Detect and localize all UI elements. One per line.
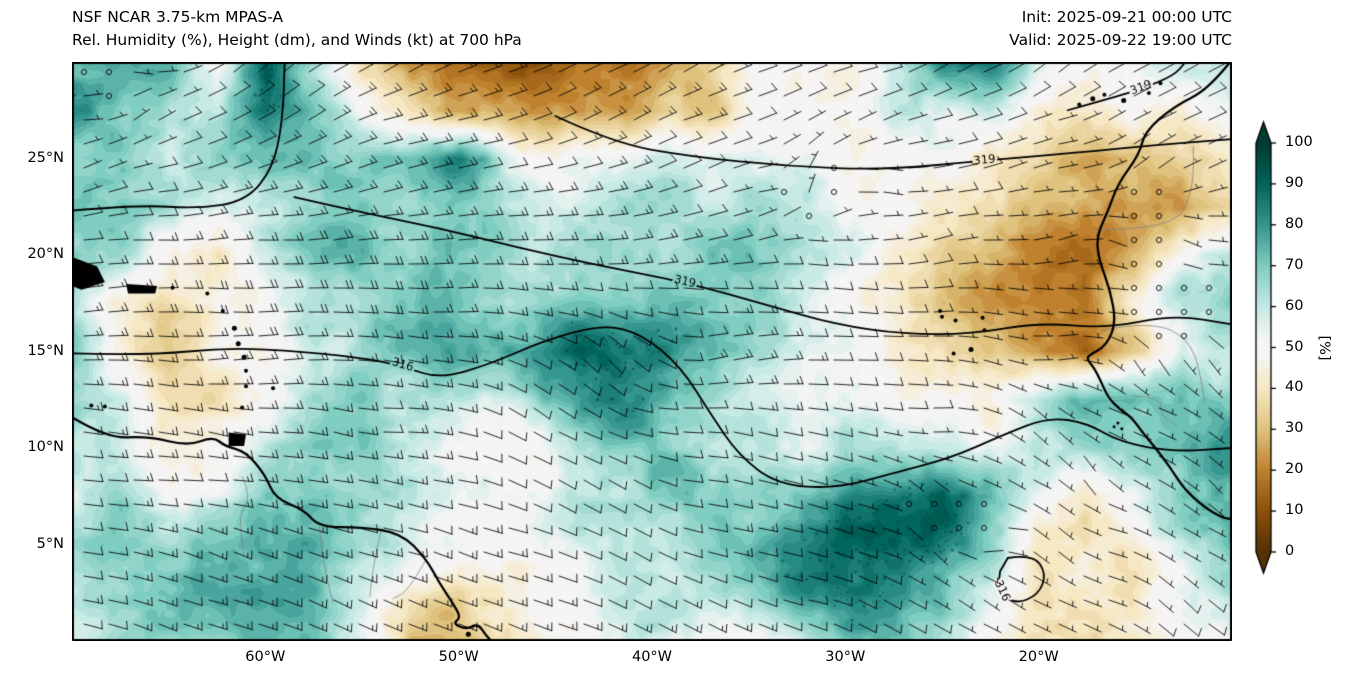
x-tick-label: 40°W	[631, 649, 673, 665]
colorbar-unit-label: [%]	[1316, 335, 1332, 361]
y-tick-label: 5°N	[36, 535, 64, 552]
colorbar-tick-label: 50	[1285, 338, 1304, 355]
map-area	[72, 62, 1232, 641]
y-tick-label: 10°N	[27, 439, 64, 455]
model-title: NSF NCAR 3.75-km MPAS-A	[72, 8, 284, 26]
colorbar-tick-label: 70	[1285, 256, 1304, 273]
colorbar-tick-label: 0	[1285, 543, 1295, 559]
colorbar-tick-label: 80	[1285, 215, 1304, 232]
init-time: Init: 2025-09-21 00:00 UTC	[1021, 8, 1232, 26]
colorbar-tick-label: 10	[1285, 502, 1304, 519]
colorbar-canvas	[1248, 115, 1288, 585]
colorbar-tick-label: 30	[1285, 420, 1304, 437]
y-tick-label: 15°N	[27, 342, 64, 359]
colorbar-tick-label: 100	[1285, 134, 1313, 150]
x-tick-label: 50°W	[438, 649, 479, 665]
field-subtitle: Rel. Humidity (%), Height (dm), and Wind…	[72, 31, 522, 49]
y-tick-label: 25°N	[27, 149, 64, 166]
x-tick-label: 30°W	[825, 649, 866, 665]
x-tick-label: 60°W	[245, 649, 286, 665]
x-tick-label: 20°W	[1018, 649, 1059, 665]
colorbar-tick-label: 40	[1285, 379, 1304, 396]
y-tick-label: 20°N	[27, 246, 64, 262]
valid-time: Valid: 2025-09-22 19:00 UTC	[1009, 31, 1232, 49]
colorbar-tick-label: 20	[1285, 461, 1304, 478]
map-canvas	[72, 62, 1232, 641]
colorbar-tick-label: 60	[1285, 297, 1304, 314]
colorbar-tick-label: 90	[1285, 174, 1304, 191]
